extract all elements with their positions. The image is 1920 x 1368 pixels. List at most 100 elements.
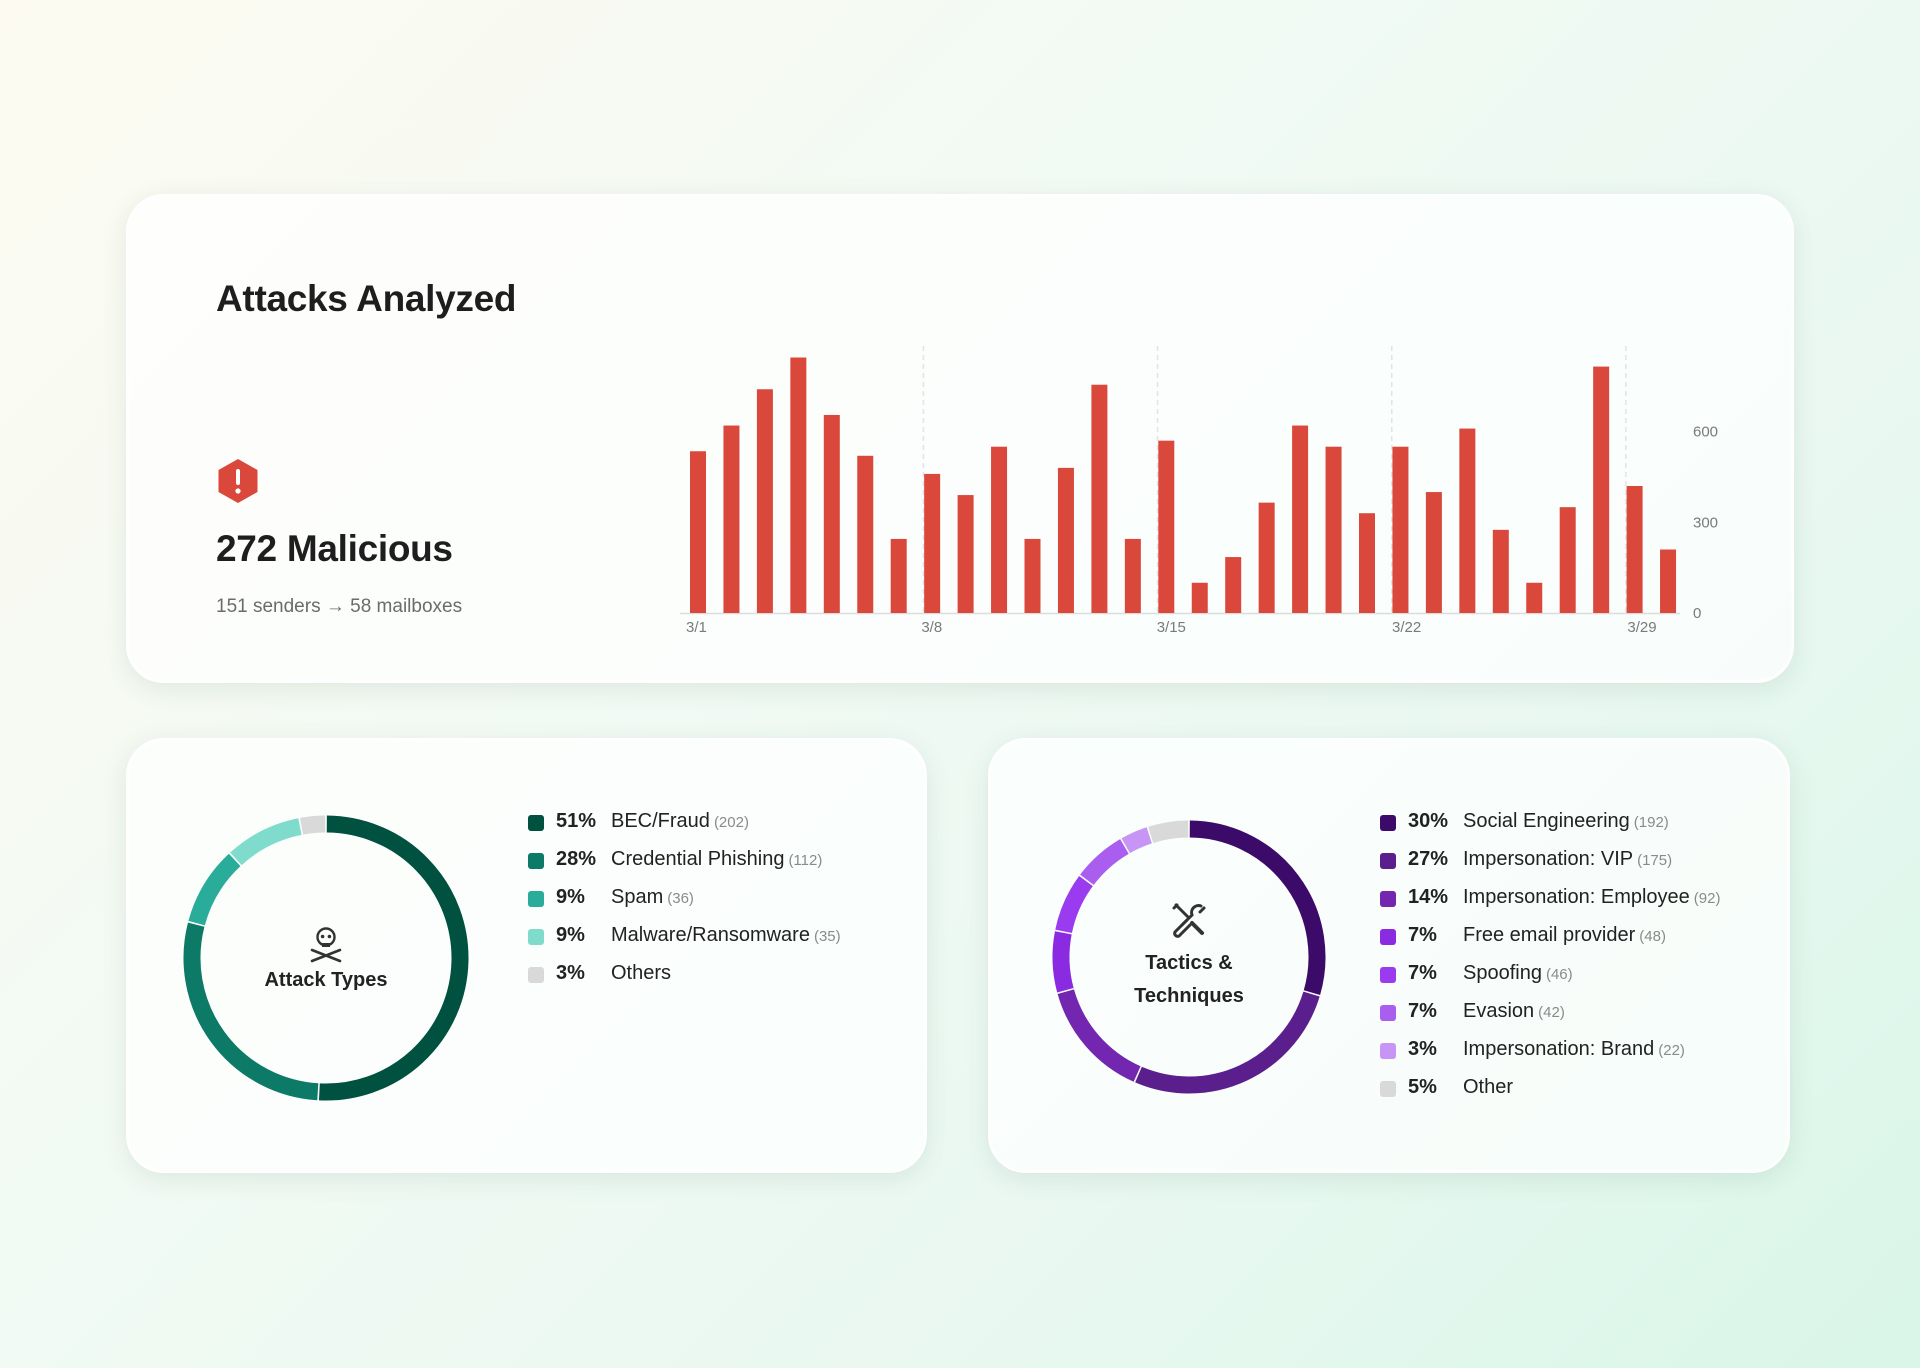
attack-types-center: Attack Types	[180, 812, 472, 1104]
legend-count: (112)	[788, 852, 823, 869]
legend-label-text: Evasion	[1463, 1000, 1535, 1022]
legend-swatch	[1380, 1081, 1396, 1097]
donut-slice	[318, 815, 469, 1101]
legend-percent: 30%	[1408, 810, 1449, 832]
donut-slice	[1121, 827, 1153, 854]
legend-label: Impersonation: Employee (92)	[1463, 886, 1720, 909]
legend-label-text: Spoofing	[1463, 962, 1542, 984]
tactics-center: Tactics & Techniques	[1048, 816, 1330, 1098]
bar	[1057, 467, 1074, 613]
legend-label-text: BEC/Fraud	[611, 810, 710, 832]
legend-count: (175)	[1637, 852, 1673, 869]
bar	[1292, 425, 1309, 613]
legend-label: Other	[1463, 1076, 1513, 1099]
senders-mailboxes-summary: 151 senders → 58 mailboxes	[216, 596, 463, 617]
legend-swatch	[1380, 1043, 1396, 1059]
legend-label: BEC/Fraud (202)	[611, 810, 749, 833]
legend-count: (42)	[1538, 1004, 1565, 1021]
legend-label: Free email provider (48)	[1463, 924, 1666, 947]
donut-slice	[230, 818, 302, 866]
legend-count: (22)	[1658, 1042, 1685, 1059]
x-tick-label: 3/15	[1157, 619, 1186, 636]
bar	[1593, 366, 1610, 613]
attacks-analyzed-card: Attacks Analyzed 272 Malicious 151 sende…	[126, 194, 1794, 683]
legend-label: Spoofing (46)	[1463, 962, 1573, 985]
legend-label: Evasion (42)	[1463, 1000, 1565, 1023]
legend-swatch	[528, 815, 544, 831]
card-title: Attacks Analyzed	[216, 278, 517, 319]
bar	[1626, 486, 1643, 613]
attack-types-donut	[183, 815, 469, 1101]
bar	[823, 414, 840, 613]
legend-label: Spam (36)	[611, 886, 694, 909]
legend-label: Credential Phishing (112)	[611, 848, 822, 871]
legend-swatch	[528, 967, 544, 983]
bar	[1191, 582, 1208, 613]
legend-count: (192)	[1633, 814, 1669, 831]
alert-hexagon-icon	[218, 459, 258, 503]
skull-crossbones-icon	[310, 926, 342, 962]
legend-percent: 7%	[1408, 924, 1437, 946]
bar	[1158, 440, 1175, 613]
x-tick-label: 3/8	[921, 619, 942, 636]
bar	[1124, 538, 1141, 613]
legend-label-text: Impersonation: VIP	[1463, 848, 1634, 870]
legend-label-text: Malware/Ransomware	[611, 924, 810, 946]
donut-slice	[1080, 839, 1129, 886]
donut-slice	[183, 922, 319, 1101]
legend-count: (35)	[813, 928, 841, 945]
legend-swatch	[528, 853, 544, 869]
legend-percent: 27%	[1408, 848, 1449, 870]
legend-swatch	[528, 891, 544, 907]
donut-slice	[299, 815, 326, 835]
tactics-donut	[1052, 820, 1326, 1094]
bar	[1325, 446, 1342, 613]
y-tick-label: 600	[1693, 424, 1718, 441]
bar	[756, 389, 773, 613]
bar	[1459, 428, 1476, 613]
bar	[857, 455, 874, 613]
attacks-bar-chart: 3/1 3/8 3/15 3/22 3/29 0 300 600	[680, 346, 1718, 636]
legend-label: Impersonation: VIP (175)	[1463, 848, 1672, 871]
legend-label-text: Free email provider	[1463, 924, 1636, 946]
tactics-techniques-card: Tactics & Techniques 30% Social Engineeri…	[988, 738, 1790, 1173]
legend-percent: 14%	[1408, 886, 1449, 908]
legend-label-text: Spam	[611, 886, 664, 908]
legend-swatch	[1380, 967, 1396, 983]
bar	[790, 357, 807, 613]
donut-slice	[1189, 820, 1326, 995]
legend-percent: 28%	[556, 848, 597, 870]
donut-slice	[1055, 875, 1093, 934]
bar	[1225, 557, 1242, 613]
donut-slice	[188, 853, 241, 926]
attack-types-label: Attack Types	[264, 968, 388, 991]
legend-label: Others	[611, 962, 671, 985]
y-tick-label: 0	[1693, 605, 1701, 622]
bar	[690, 451, 706, 613]
attack-types-card: Attack Types 51% BEC/Fraud (202) 28% Credent…	[126, 738, 927, 1173]
legend-label-text: Impersonation: Brand	[1463, 1038, 1655, 1060]
donut-slice	[1057, 989, 1141, 1082]
bar	[957, 495, 974, 613]
legend-label-text: Other	[1463, 1076, 1514, 1098]
malicious-count: 272 Malicious	[216, 528, 453, 569]
legend-label-text: Credential Phishing	[611, 848, 785, 870]
legend-count: (46)	[1545, 966, 1573, 983]
legend-percent: 7%	[1408, 962, 1437, 984]
bar	[1024, 538, 1041, 613]
donut-slice	[1135, 991, 1320, 1094]
x-tick-label: 3/29	[1627, 619, 1656, 636]
bar	[924, 473, 941, 613]
y-tick-label: 300	[1693, 514, 1718, 531]
donut-slice	[1052, 931, 1074, 993]
legend-label: Malware/Ransomware (35)	[611, 924, 841, 947]
bar	[890, 538, 907, 613]
x-tick-label: 3/22	[1392, 619, 1421, 636]
bar	[1091, 384, 1108, 613]
legend-percent: 3%	[556, 962, 585, 984]
tactics-label-line1: Tactics &	[1145, 952, 1233, 974]
legend-count: (202)	[713, 814, 749, 831]
bar	[1425, 492, 1442, 613]
bar	[1660, 549, 1677, 613]
legend-swatch	[1380, 853, 1396, 869]
